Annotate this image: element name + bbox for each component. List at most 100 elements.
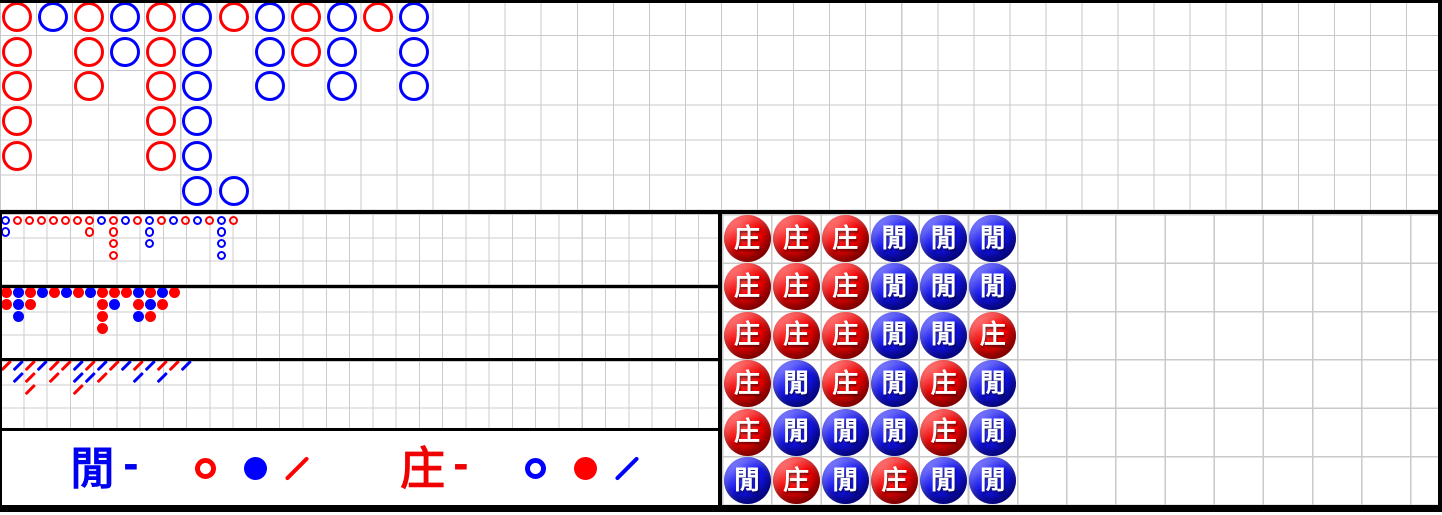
big-eye-road-mark: [0, 227, 11, 237]
bead-player: 閒: [870, 215, 918, 262]
banker-label: 庄: [400, 441, 446, 495]
small-road-mark: [132, 310, 144, 322]
small-road-mark: [12, 310, 24, 322]
cockroach-road-mark: [60, 359, 72, 371]
big-eye-road-mark: [12, 215, 23, 225]
big-eye-road-mark: [0, 215, 11, 225]
cockroach-road-mark: [48, 359, 60, 371]
big-road-mark: [254, 1, 285, 32]
bead-label: 閒: [930, 465, 957, 496]
big-eye-road-mark: [132, 215, 143, 225]
left-border: [0, 214, 2, 505]
cockroach-road-mark: [48, 371, 60, 383]
player-dash: -: [123, 443, 139, 487]
cockroach-road-mark: [84, 359, 96, 371]
player-label: 閒: [70, 441, 116, 495]
legend-item-player: 閒 -: [70, 439, 310, 497]
big-road-mark: [182, 176, 213, 207]
big-road-mark: [398, 36, 429, 67]
big-road-mark: [110, 36, 141, 67]
bottom-border: [0, 505, 1442, 512]
big-road-mark: [146, 1, 177, 32]
small-road-mark: [72, 286, 84, 298]
bead-label: 庄: [832, 368, 859, 399]
cockroach-road-mark: [108, 359, 120, 371]
cockroach-road-mark: [132, 359, 144, 371]
cockroach-road-mark: [96, 371, 108, 383]
cockroach-road-mark: [156, 359, 168, 371]
bead-label: 庄: [783, 320, 810, 351]
cockroach-road-mark: [72, 371, 84, 383]
bead-label: 閒: [733, 465, 760, 496]
bead-player: 閒: [920, 457, 968, 504]
big-road-panel: [0, 0, 1442, 210]
big-eye-road-mark: [144, 239, 155, 249]
big-road-mark: [74, 71, 105, 102]
small-road-mark: [132, 298, 144, 310]
big-eye-road-mark: [24, 215, 35, 225]
big-road-mark: [2, 141, 33, 172]
bead-player: 閒: [969, 408, 1017, 456]
small-road-mark: [144, 286, 156, 298]
bead-player: 閒: [969, 360, 1017, 408]
small-road-mark: [36, 286, 48, 298]
big-eye-road-mark: [144, 215, 155, 225]
banker-symbols: [524, 453, 640, 484]
cockroach-road-mark: [132, 371, 144, 383]
bead-player: 閒: [821, 457, 869, 504]
big-eye-road-mark: [60, 215, 71, 225]
bead-label: 閒: [930, 320, 957, 351]
player-solid-circle-icon: [243, 456, 267, 480]
cockroach-road-mark: [12, 359, 24, 371]
big-road-mark: [218, 1, 249, 32]
small-road-mark: [96, 298, 108, 310]
big-road-mark: [182, 106, 213, 137]
bead-banker: 庄: [772, 457, 820, 504]
bead-label: 庄: [733, 271, 760, 302]
small-road-mark: [12, 298, 24, 310]
bead-banker: 庄: [870, 457, 918, 504]
big-road-mark: [146, 36, 177, 67]
big-road-mark: [2, 1, 33, 32]
cockroach-road-mark: [156, 371, 168, 383]
divider-road3-legend: [0, 428, 722, 431]
big-road-mark: [398, 1, 429, 32]
bead-label: 庄: [783, 223, 810, 254]
bead-banker: 庄: [723, 263, 771, 311]
bead-label: 閒: [881, 417, 908, 448]
cockroach-road-mark: [120, 359, 132, 371]
big-road-mark: [182, 71, 213, 102]
bead-label: 閒: [979, 417, 1006, 448]
bead-label: 閒: [930, 223, 957, 254]
bead-label: 閒: [881, 223, 908, 254]
big-road-mark: [2, 36, 33, 67]
big-eye-road-mark: [216, 250, 227, 261]
big-road-bottom-border: [0, 210, 1442, 214]
big-eye-road-mark: [228, 215, 239, 225]
cockroach-road-mark: [24, 383, 36, 395]
big-road-mark: [146, 71, 177, 102]
big-eye-road-mark: [84, 215, 95, 225]
banker-solid-circle-icon: [573, 456, 597, 480]
big-eye-road-mark: [192, 215, 203, 225]
small-road-mark: [24, 286, 36, 298]
bead-label: 閒: [783, 368, 810, 399]
big-road-mark: [326, 71, 357, 102]
bead-label: 庄: [733, 223, 760, 254]
small-road-mark: [84, 286, 96, 298]
big-road-mark: [290, 1, 321, 32]
small-road-mark: [96, 286, 108, 298]
bead-label: 庄: [979, 320, 1006, 351]
bead-label: 閒: [930, 271, 957, 302]
big-road-mark: [38, 1, 69, 32]
bead-player: 閒: [870, 263, 918, 311]
bead-banker: 庄: [723, 311, 771, 359]
cockroach-road-mark: [36, 359, 48, 371]
bead-player: 閒: [870, 311, 918, 359]
small-road-mark: [156, 286, 168, 298]
big-eye-road-mark: [108, 239, 119, 249]
panel-divider-vertical: [718, 214, 722, 505]
bead-label: 庄: [733, 417, 760, 448]
player-symbols: [194, 453, 310, 484]
